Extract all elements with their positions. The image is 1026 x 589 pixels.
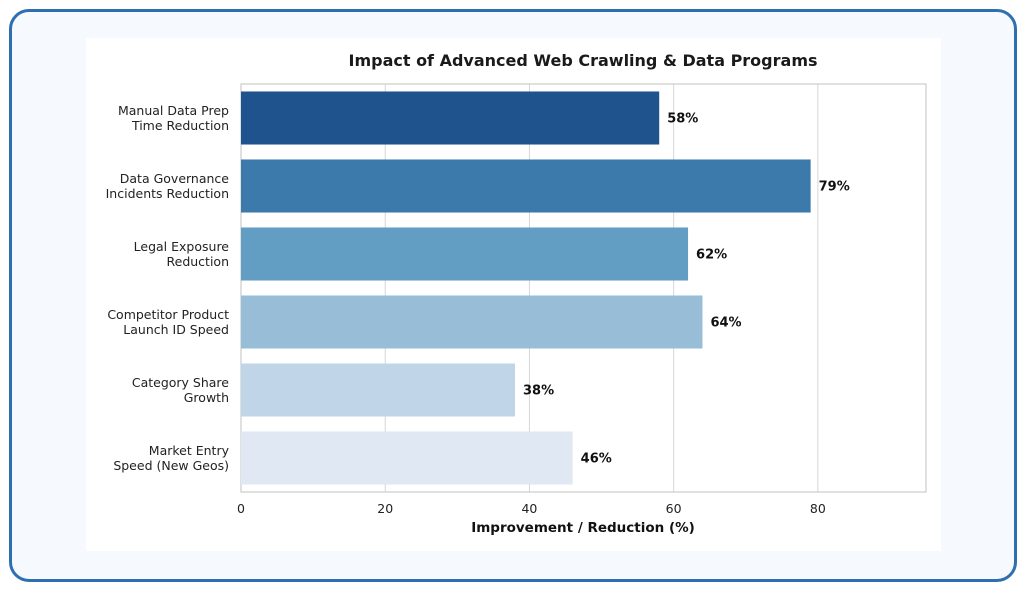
y-tick-label-line: Growth xyxy=(184,390,229,405)
x-tick-label: 60 xyxy=(666,501,682,516)
y-tick-label-line: Reduction xyxy=(167,254,230,269)
y-tick-label-line: Market Entry xyxy=(149,443,230,458)
y-tick-label-line: Category Share xyxy=(132,375,229,390)
y-tick-label-line: Launch ID Speed xyxy=(123,322,229,337)
chart-title: Impact of Advanced Web Crawling & Data P… xyxy=(348,51,817,70)
bar-value-label: 62% xyxy=(696,248,727,263)
y-tick-label: Category Share Growth xyxy=(132,375,229,405)
y-tick-label-line: Speed (New Geos) xyxy=(113,458,229,473)
y-tick-label: Manual Data Prep Time Reduction xyxy=(118,103,229,133)
x-tick-label: 40 xyxy=(521,501,537,516)
y-tick-label: Legal Exposure Reduction xyxy=(134,239,230,269)
x-tick-labels: 0 20 40 60 80 xyxy=(237,501,826,516)
bar-value-label: 58% xyxy=(667,112,698,127)
y-tick-label: Competitor Product Launch ID Speed xyxy=(107,307,229,337)
y-tick-label-line: Legal Exposure xyxy=(134,239,230,254)
y-tick-label-line: Manual Data Prep xyxy=(118,103,229,118)
bar xyxy=(241,295,703,349)
grid-lines xyxy=(240,84,819,492)
bar xyxy=(241,431,573,485)
bar-value-label: 38% xyxy=(523,384,554,399)
y-tick-label-line: Time Reduction xyxy=(131,118,229,133)
x-tick-label: 80 xyxy=(810,501,826,516)
x-tick-label: 0 xyxy=(237,501,245,516)
bar xyxy=(241,159,811,213)
y-tick-labels: Manual Data Prep Time Reduction Data Gover… xyxy=(106,103,230,473)
bar-value-label: 46% xyxy=(581,452,612,467)
x-tick-label: 20 xyxy=(377,501,393,516)
bar xyxy=(241,227,689,281)
y-tick-label: Market Entry Speed (New Geos) xyxy=(113,443,229,473)
bars: 58% 79% 62% 64% 38% 46% xyxy=(241,91,850,485)
bar-value-label: 64% xyxy=(710,316,741,331)
y-tick-label-line: Incidents Reduction xyxy=(106,186,229,201)
bar-value-label: 79% xyxy=(819,180,850,195)
plot-area-border xyxy=(240,83,927,493)
x-axis-label: Improvement / Reduction (%) xyxy=(471,520,695,536)
y-tick-label: Data Governance Incidents Reduction xyxy=(106,171,230,201)
y-tick-label-line: Data Governance xyxy=(120,171,230,186)
bar xyxy=(241,91,660,145)
bar xyxy=(241,363,515,417)
y-tick-label-line: Competitor Product xyxy=(107,307,229,322)
